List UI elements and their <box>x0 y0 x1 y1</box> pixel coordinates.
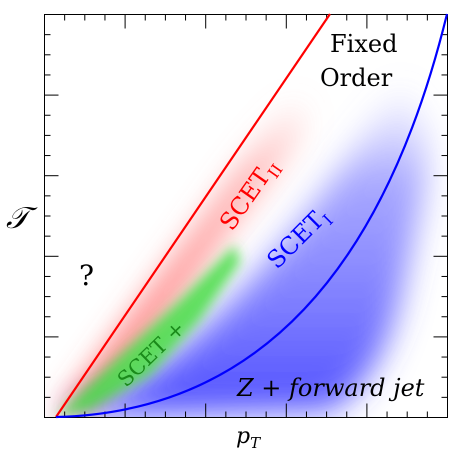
scet1-boundary-curve <box>55 13 449 419</box>
fixed-order-label-line2: Order <box>320 64 393 92</box>
unknown-region-label: ? <box>79 259 94 292</box>
process-label: Z + forward jet <box>236 374 425 402</box>
axis-ticks <box>44 14 448 418</box>
x-axis-label: pT <box>236 424 261 452</box>
x-axis-label-subscript: T <box>250 434 261 452</box>
y-axis-label: 𝒯 <box>6 201 38 236</box>
x-axis-label-main: p <box>236 424 250 449</box>
scet2-band <box>56 94 308 417</box>
shaded-regions <box>56 80 427 417</box>
scet1-band <box>62 80 427 417</box>
scet-plus-band <box>56 245 240 417</box>
scet2-boundary-line <box>55 13 331 418</box>
fixed-order-label-line1: Fixed <box>330 30 397 58</box>
